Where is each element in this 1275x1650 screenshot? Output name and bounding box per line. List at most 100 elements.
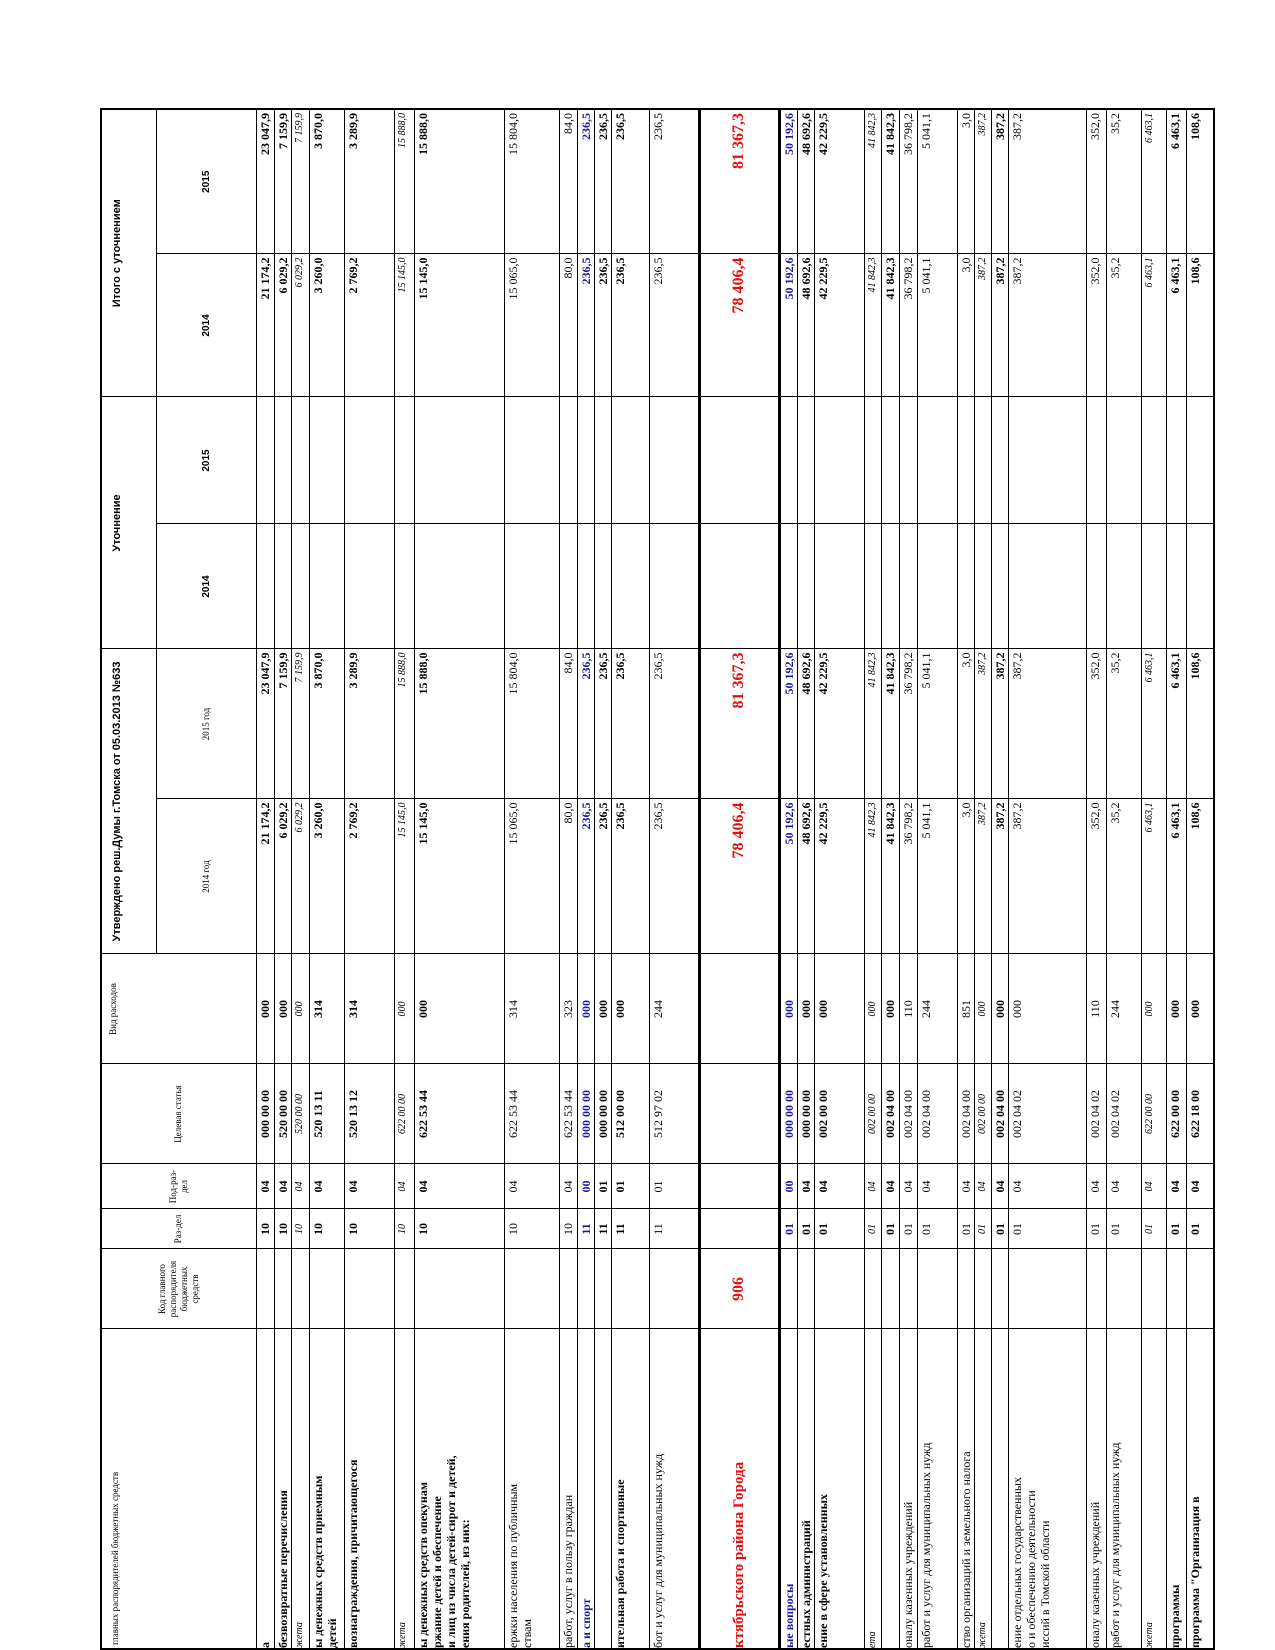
target-article: 000 00 00 bbox=[256, 1064, 274, 1164]
approved-2015: 387,2 bbox=[991, 649, 1008, 799]
code bbox=[864, 1249, 881, 1329]
table-row: программа "Организация в 01 04 622 18 00 000… bbox=[1186, 108, 1214, 1649]
refined-2014 bbox=[274, 524, 291, 649]
subsection: 04 bbox=[344, 1164, 394, 1209]
target-article: 622 00 00 bbox=[1141, 1064, 1166, 1164]
subsection: 04 bbox=[1008, 1164, 1086, 1209]
total-2014: 36 798,2 bbox=[899, 253, 917, 397]
subsection: 04 bbox=[309, 1164, 344, 1209]
table-row: ержки населения по публичным ствам 10 04 62… bbox=[504, 108, 559, 1649]
code bbox=[779, 1249, 797, 1329]
row-name: работ, услуг в пользу граждан bbox=[559, 1329, 577, 1649]
approved-2014: 6 463,1 bbox=[1141, 799, 1166, 954]
code bbox=[1166, 1249, 1186, 1329]
approved-2014: 3,0 bbox=[957, 799, 974, 954]
refined-2015 bbox=[414, 396, 504, 524]
subsection: 00 bbox=[577, 1164, 594, 1209]
row-name: вознаграждения, причитающегося bbox=[344, 1329, 394, 1649]
refined-2015 bbox=[779, 396, 797, 524]
subsection: 04 bbox=[974, 1164, 991, 1209]
code: 906 bbox=[699, 1249, 779, 1329]
refined-2015 bbox=[991, 396, 1008, 524]
approved-2014: 2 769,2 bbox=[344, 799, 394, 954]
total-2015: 387,2 bbox=[1008, 108, 1086, 254]
approved-2014: 108,6 bbox=[1186, 799, 1214, 954]
code bbox=[899, 1249, 917, 1329]
approved-2015: 3,0 bbox=[957, 649, 974, 799]
expense-kind: 000 bbox=[291, 954, 309, 1064]
total-2015: 6 463,1 bbox=[1166, 108, 1186, 254]
subsection: 04 bbox=[504, 1164, 559, 1209]
expense-kind: 314 bbox=[309, 954, 344, 1064]
total-2015: 41 842,3 bbox=[864, 108, 881, 254]
target-article: 002 04 02 bbox=[1008, 1064, 1086, 1164]
total-2015: 387,2 bbox=[974, 108, 991, 254]
approved-2015: 236,5 bbox=[577, 649, 594, 799]
refined-2015 bbox=[974, 396, 991, 524]
subsection: 04 bbox=[414, 1164, 504, 1209]
total-2015: 23 047,9 bbox=[256, 108, 274, 254]
approved-2015: 50 192,6 bbox=[779, 649, 797, 799]
header-approved: Утверждено реш.Думы г.Томска от 05.03.20… bbox=[101, 649, 156, 954]
table-row: ение отдельных государственных о и обесп… bbox=[1008, 108, 1086, 1649]
refined-2014 bbox=[256, 524, 274, 649]
code bbox=[594, 1249, 611, 1329]
code bbox=[957, 1249, 974, 1329]
total-2015: 7 159,9 bbox=[291, 108, 309, 254]
refined-2014 bbox=[1186, 524, 1214, 649]
total-2014: 50 192,6 bbox=[779, 253, 797, 397]
target-article: 002 04 02 bbox=[1086, 1064, 1106, 1164]
row-name: ержки населения по публичным ствам bbox=[504, 1329, 559, 1649]
refined-2014 bbox=[309, 524, 344, 649]
header-year: 2015 bbox=[156, 396, 256, 524]
approved-2015: 108,6 bbox=[1186, 649, 1214, 799]
target-article: 002 04 00 bbox=[881, 1064, 899, 1164]
refined-2014 bbox=[1008, 524, 1086, 649]
code bbox=[504, 1249, 559, 1329]
row-name: программы bbox=[1166, 1329, 1186, 1649]
expense-kind: 314 bbox=[344, 954, 394, 1064]
total-2015: 236,5 bbox=[611, 108, 649, 254]
refined-2014 bbox=[699, 524, 779, 649]
expense-kind: 000 bbox=[256, 954, 274, 1064]
total-2015: 35,2 bbox=[1106, 108, 1141, 254]
refined-2015 bbox=[559, 396, 577, 524]
refined-2014 bbox=[577, 524, 594, 649]
approved-2014: 15 065,0 bbox=[504, 799, 559, 954]
total-2014: 236,5 bbox=[649, 253, 699, 397]
row-name: жета bbox=[974, 1329, 991, 1649]
expense-kind: 000 bbox=[1186, 954, 1214, 1064]
subsection: 04 bbox=[394, 1164, 414, 1209]
expense-kind: 000 bbox=[1166, 954, 1186, 1064]
refined-2014 bbox=[814, 524, 864, 649]
row-name: работ и услуг для муниципальных нужд bbox=[917, 1329, 957, 1649]
refined-2015 bbox=[881, 396, 899, 524]
total-2014: 236,5 bbox=[594, 253, 611, 397]
approved-2014: 5 041,1 bbox=[917, 799, 957, 954]
refined-2014 bbox=[559, 524, 577, 649]
subsection: 04 bbox=[991, 1164, 1008, 1209]
target-article: 622 00 00 bbox=[394, 1064, 414, 1164]
table-row: ые вопросы 01 00 000 00 00 000 50 192,6 50 192… bbox=[779, 108, 797, 1649]
total-2014: 108,6 bbox=[1186, 253, 1214, 397]
code bbox=[559, 1249, 577, 1329]
subsection: 04 bbox=[881, 1164, 899, 1209]
expense-kind: 000 bbox=[414, 954, 504, 1064]
header-target: Целевая статья bbox=[101, 1064, 256, 1164]
approved-2014: 15 145,0 bbox=[394, 799, 414, 954]
refined-2015 bbox=[291, 396, 309, 524]
approved-2015: 352,0 bbox=[1086, 649, 1106, 799]
approved-2014: 80,0 bbox=[559, 799, 577, 954]
target-article: 512 97 02 bbox=[649, 1064, 699, 1164]
approved-2014: 236,5 bbox=[594, 799, 611, 954]
refined-2014 bbox=[1141, 524, 1166, 649]
approved-2014: 6 029,2 bbox=[274, 799, 291, 954]
total-2015: 387,2 bbox=[991, 108, 1008, 254]
total-2014: 80,0 bbox=[559, 253, 577, 397]
target-article: 520 00 00 bbox=[274, 1064, 291, 1164]
refined-2014 bbox=[917, 524, 957, 649]
refined-2014 bbox=[394, 524, 414, 649]
row-name: оналу казенных учреждений bbox=[899, 1329, 917, 1649]
target-article: 622 00 00 bbox=[1166, 1064, 1186, 1164]
